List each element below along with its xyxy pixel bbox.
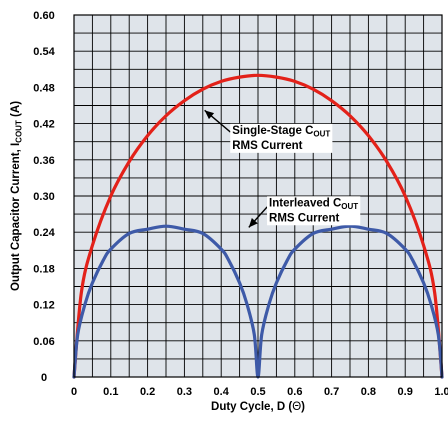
- annotation-arrow-head-2: [248, 218, 258, 228]
- y-tick-label: 0.42: [33, 119, 54, 131]
- y-tick-label: 0.48: [33, 82, 54, 94]
- y-tick-labels: 0 0.06 0.12 0.18 0.24 0.30 0.36 0.42 0.48 0.54 0.6…: [33, 10, 55, 384]
- y-tick-label: 0.60: [33, 10, 54, 22]
- y-tick-label: 0.18: [33, 263, 54, 275]
- grid: [74, 15, 442, 377]
- y-axis-subscript: COUT: [15, 120, 24, 143]
- y-tick-label: 0.12: [33, 300, 54, 312]
- y-tick-label: 0.36: [33, 155, 54, 167]
- x-tick-label: 0.3: [177, 386, 192, 398]
- y-tick-label: 0: [41, 372, 47, 384]
- y-axis-unit: (A): [10, 101, 22, 120]
- annotation-subscript: OUT: [313, 129, 330, 138]
- annotation-line1: Single-Stage COUT: [232, 125, 330, 139]
- y-tick-label: 0.06: [33, 336, 54, 348]
- x-tick-label: 0.7: [324, 386, 339, 398]
- annotation-line2: RMS Current: [269, 212, 339, 224]
- x-tick-label: 0.9: [398, 386, 413, 398]
- y-tick-label: 0.54: [33, 46, 55, 58]
- series-line-1: [72, 73, 444, 379]
- x-tick-label: 0: [71, 386, 77, 398]
- x-tick-label: 0.6: [287, 386, 302, 398]
- x-tick-label: 0.8: [361, 386, 376, 398]
- annotation-label-background: [230, 123, 333, 153]
- x-axis-symbol: Θ: [292, 401, 301, 413]
- annotation-subscript: OUT: [341, 202, 358, 211]
- x-axis-title: Duty Cycle, D (Θ): [211, 401, 305, 413]
- annotation-line1: Interleaved COUT: [269, 197, 358, 211]
- annotation-line2: RMS Current: [232, 140, 302, 152]
- x-tick-label: 0.1: [103, 386, 118, 398]
- x-tick-label: 1.0: [434, 386, 448, 398]
- x-tick-labels: 0 0.1 0.2 0.3 0.4 0.5 0.6 0.7 0.8 0.9 1.0: [71, 386, 448, 398]
- annotation-label-background: [267, 196, 361, 226]
- x-tick-label: 0.2: [140, 386, 155, 398]
- plot-frame: [73, 14, 443, 378]
- x-tick-label: 0.4: [214, 386, 230, 398]
- y-tick-label: 0.30: [33, 191, 54, 203]
- y-axis-title: Output Capacitor Current, ICOUT (A): [10, 101, 24, 291]
- x-tick-label: 0.5: [250, 386, 265, 398]
- annotation-arrow-head-1: [204, 110, 215, 120]
- y-tick-label: 0.24: [33, 227, 55, 239]
